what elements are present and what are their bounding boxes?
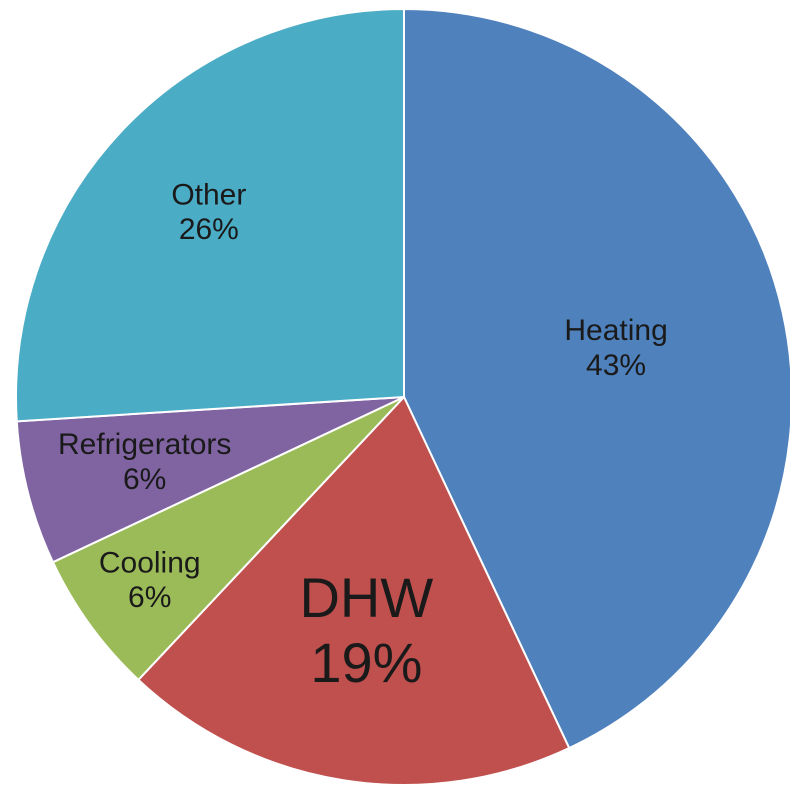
slice-label: Heating — [564, 314, 667, 347]
slice-label: Refrigerators — [58, 428, 231, 461]
slice-value-label: 19% — [310, 631, 422, 694]
pie-slice — [15, 7, 405, 423]
slice-label: Cooling — [99, 546, 201, 579]
slice-value-label: 6% — [128, 581, 171, 614]
slice-label: DHW — [299, 566, 433, 629]
slice-label: Other — [171, 178, 246, 211]
slice-value-label: 43% — [586, 349, 646, 382]
pie-slice — [403, 7, 790, 750]
pie-slice — [51, 396, 405, 682]
slice-value-label: 6% — [123, 463, 166, 496]
slice-value-label: 26% — [179, 213, 239, 246]
pie-slice — [15, 396, 405, 564]
pie-slice — [136, 395, 571, 786]
